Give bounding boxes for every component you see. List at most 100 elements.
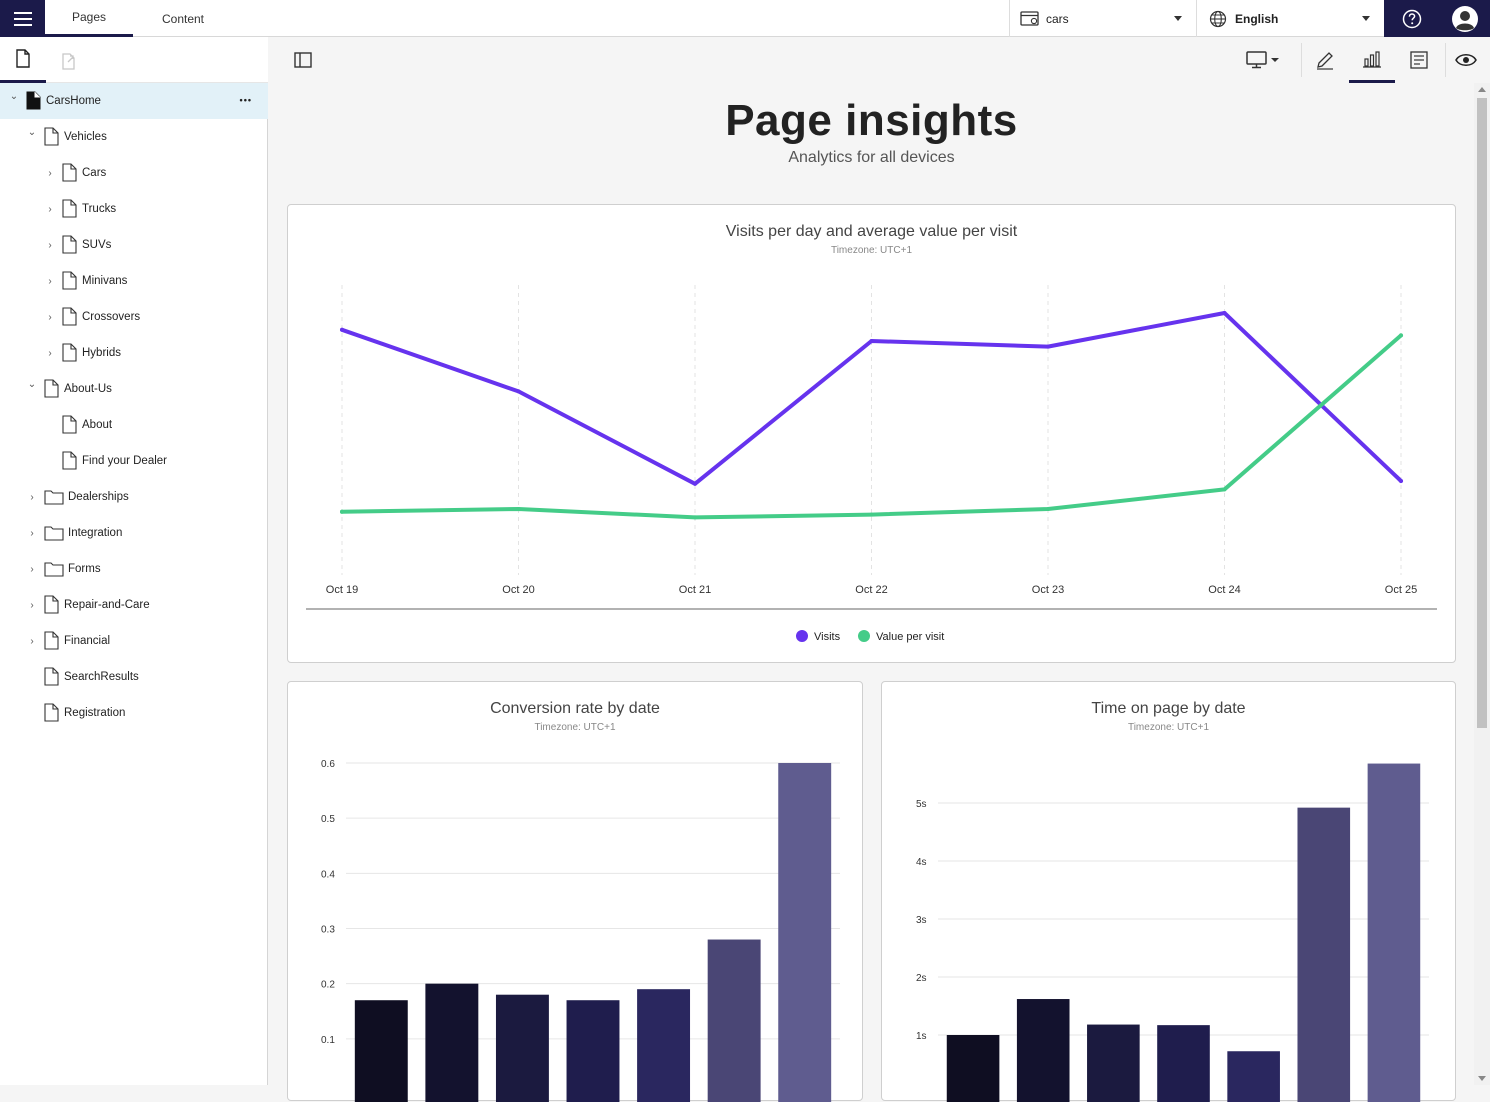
tree-item-about[interactable]: About — [0, 407, 268, 443]
sidebar-collapse-icon — [294, 52, 312, 68]
tree-item-crossovers[interactable]: › Crossovers — [0, 299, 268, 335]
page-filled-icon — [26, 91, 41, 110]
bar — [495, 994, 549, 1102]
data-point — [516, 507, 521, 511]
chevron-down-icon[interactable]: ⌄ — [27, 127, 37, 138]
tree-item-label: Trucks — [82, 203, 117, 215]
chevron-right-icon[interactable]: › — [48, 239, 52, 251]
tree-item-label: SearchResults — [64, 671, 139, 683]
scroll-down-arrow-icon[interactable] — [1478, 1076, 1486, 1081]
toggle-sidebar-button[interactable] — [286, 37, 320, 83]
data-point — [1399, 479, 1403, 483]
chevron-right-icon[interactable]: › — [48, 275, 52, 287]
tree-item-integration[interactable]: › Integration — [0, 515, 268, 551]
page-icon — [16, 49, 30, 68]
conversion-bar-chart: 0.1 0.2 0.3 0.4 0.5 0.6 — [321, 759, 840, 1102]
language-selector-value: English — [1235, 11, 1279, 26]
data-point — [1222, 487, 1227, 492]
data-point — [1222, 311, 1227, 315]
time-on-page-chart-card: Time on page by date Timezone: UTC+1 1s 2… — [881, 681, 1456, 1102]
chart-subtitle: Timezone: UTC+1 — [534, 722, 616, 733]
device-selector[interactable] — [1238, 37, 1288, 83]
tree-item-find-your-dealer[interactable]: Find your Dealer — [0, 443, 268, 479]
y-tick-label: 3s — [916, 915, 927, 926]
page-icon — [62, 415, 77, 434]
page-tree: ⌄ CarsHome ••• ⌄ Vehicles › Cars › Trucks › SUVs › M… — [0, 83, 268, 1085]
x-tick-label: Oct 25 — [1385, 584, 1417, 596]
page-icon — [62, 307, 77, 326]
tree-item-registration[interactable]: Registration — [0, 695, 268, 731]
x-tick-label: Oct 19 — [326, 584, 358, 596]
editor-toolbar — [280, 37, 1490, 83]
tree-item-carshome[interactable]: ⌄ CarsHome ••• — [0, 83, 268, 119]
page-icon — [44, 631, 59, 650]
chevron-right-icon[interactable]: › — [48, 167, 52, 179]
page-title: Page insights — [725, 96, 1018, 145]
insights-mode-button[interactable] — [1349, 37, 1395, 83]
y-tick-label: 4s — [916, 857, 927, 868]
chevron-down-icon[interactable]: ⌄ — [9, 91, 19, 102]
edit-mode-button[interactable] — [1302, 37, 1348, 83]
chevron-right-icon[interactable]: › — [30, 527, 34, 539]
chevron-right-icon[interactable]: › — [30, 563, 34, 575]
language-selector[interactable]: English — [1196, 0, 1384, 37]
properties-button[interactable] — [1396, 37, 1442, 83]
tree-item-vehicles[interactable]: ⌄ Vehicles — [0, 119, 268, 155]
tree-item-forms[interactable]: › Forms — [0, 551, 268, 587]
series-line-value-per-visit — [340, 333, 1403, 520]
tree-item-label: Repair-and-Care — [64, 599, 150, 611]
chevron-down-icon[interactable]: ⌄ — [27, 379, 37, 390]
help-button[interactable] — [1384, 0, 1440, 37]
folder-icon — [44, 490, 64, 505]
conversion-chart-card: Conversion rate by date Timezone: UTC+1 … — [287, 681, 863, 1102]
tree-item-cars[interactable]: › Cars — [0, 155, 268, 191]
tree-item-label: Financial — [64, 635, 111, 647]
toolbar-divider — [1301, 43, 1302, 77]
top-bar: Pages Content cars English — [0, 0, 1490, 37]
chevron-down-icon — [1362, 16, 1370, 21]
user-avatar-button[interactable] — [1440, 0, 1490, 37]
more-options-icon[interactable]: ••• — [239, 95, 252, 105]
chevron-right-icon[interactable]: › — [48, 203, 52, 215]
chevron-right-icon[interactable]: › — [30, 635, 34, 647]
chevron-right-icon[interactable]: › — [48, 347, 52, 359]
data-point — [869, 339, 874, 343]
tree-item-label: Registration — [64, 707, 126, 719]
scrollbar-thumb[interactable] — [1477, 98, 1487, 728]
tree-item-about-us[interactable]: ⌄ About-Us — [0, 371, 268, 407]
folder-icon — [44, 562, 64, 577]
tree-item-label: CarsHome — [46, 95, 101, 107]
tree-item-financial[interactable]: › Financial — [0, 623, 268, 659]
y-tick-label: 1s — [916, 1031, 927, 1042]
tree-item-minivans[interactable]: › Minivans — [0, 263, 268, 299]
chevron-right-icon[interactable]: › — [30, 491, 34, 503]
tree-item-label: Find your Dealer — [82, 455, 168, 467]
eye-icon — [1455, 54, 1477, 66]
site-icon — [1020, 10, 1039, 26]
scroll-up-arrow-icon[interactable] — [1478, 87, 1486, 92]
tab-pages[interactable]: Pages — [45, 0, 133, 37]
tree-item-hybrids[interactable]: › Hybrids — [0, 335, 268, 371]
chevron-right-icon[interactable]: › — [48, 311, 52, 323]
tree-item-dealerships[interactable]: › Dealerships — [0, 479, 268, 515]
new-page-button[interactable] — [0, 37, 46, 83]
main-menu-button[interactable] — [0, 0, 45, 37]
sidebar-toolbar — [0, 37, 268, 83]
avatar-icon — [1452, 5, 1478, 32]
y-tick-label: 0.6 — [321, 759, 335, 770]
tree-item-repair-and-care[interactable]: › Repair-and-Care — [0, 587, 268, 623]
bar — [778, 763, 832, 1102]
tree-item-suvs[interactable]: › SUVs — [0, 227, 268, 263]
site-selector[interactable]: cars — [1009, 0, 1196, 37]
tab-content[interactable]: Content — [161, 11, 205, 26]
preview-button[interactable] — [1446, 37, 1486, 83]
vertical-scrollbar[interactable] — [1474, 83, 1490, 1085]
tree-item-trucks[interactable]: › Trucks — [0, 191, 268, 227]
tree-item-searchresults[interactable]: SearchResults — [0, 659, 268, 695]
data-point — [340, 327, 344, 332]
data-point — [1046, 507, 1050, 511]
bar-chart-icon — [1363, 50, 1381, 68]
export-page-button[interactable] — [46, 37, 92, 83]
chevron-right-icon[interactable]: › — [30, 599, 34, 611]
x-tick-label: Oct 24 — [1208, 584, 1240, 596]
